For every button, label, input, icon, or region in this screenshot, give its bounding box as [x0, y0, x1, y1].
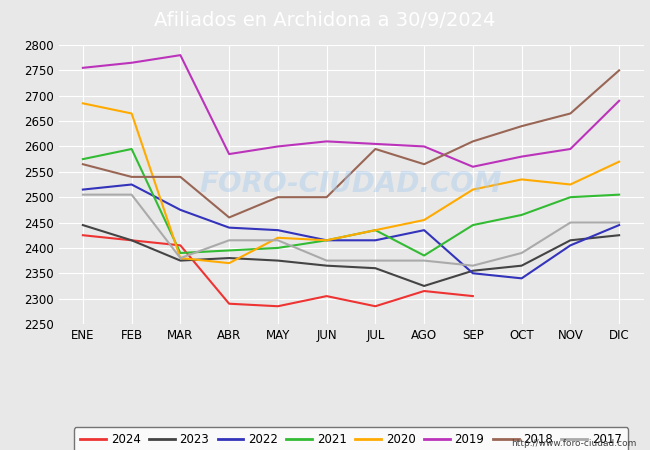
- Legend: 2024, 2023, 2022, 2021, 2020, 2019, 2018, 2017: 2024, 2023, 2022, 2021, 2020, 2019, 2018…: [74, 427, 628, 450]
- Text: Afiliados en Archidona a 30/9/2024: Afiliados en Archidona a 30/9/2024: [154, 11, 496, 30]
- Text: http://www.foro-ciudad.com: http://www.foro-ciudad.com: [512, 439, 637, 448]
- Text: FORO-CIUDAD.COM: FORO-CIUDAD.COM: [200, 171, 502, 198]
